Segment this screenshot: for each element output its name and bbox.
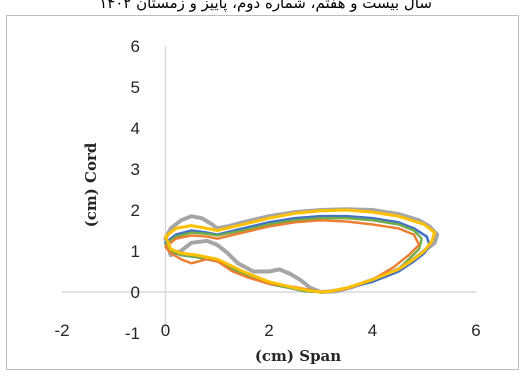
series-line-3 xyxy=(164,216,423,294)
y-tick-label: -1 xyxy=(125,324,140,343)
y-tick-label: 5 xyxy=(131,78,140,97)
y-tick-label: 4 xyxy=(131,119,140,138)
x-tick-label: 4 xyxy=(368,321,377,340)
series-group xyxy=(163,207,440,294)
y-tick-label: 0 xyxy=(131,283,140,302)
y-tick-label: 1 xyxy=(131,242,140,261)
y-tick-label: 3 xyxy=(131,160,140,179)
x-tick-label: 2 xyxy=(264,321,273,340)
y-axis-label: (cm) Cord xyxy=(82,142,100,227)
axes xyxy=(62,46,476,333)
journal-header: سال بیست و هفتم، شماره دوم، پاییز و زمست… xyxy=(99,0,432,12)
tick-labels: -2 0 2 4 6 -1 0 1 2 3 4 5 6 xyxy=(54,37,480,343)
x-tick-label: 6 xyxy=(471,321,480,340)
x-tick-label: 0 xyxy=(161,321,170,340)
y-tick-label: 6 xyxy=(131,37,140,56)
x-tick-label: -2 xyxy=(54,321,69,340)
x-axis-label: (cm) Span xyxy=(255,347,341,365)
y-tick-label: 2 xyxy=(131,201,140,220)
chart-frame xyxy=(6,15,519,370)
series-line-5 xyxy=(164,208,437,294)
series-line-4 xyxy=(164,219,421,294)
